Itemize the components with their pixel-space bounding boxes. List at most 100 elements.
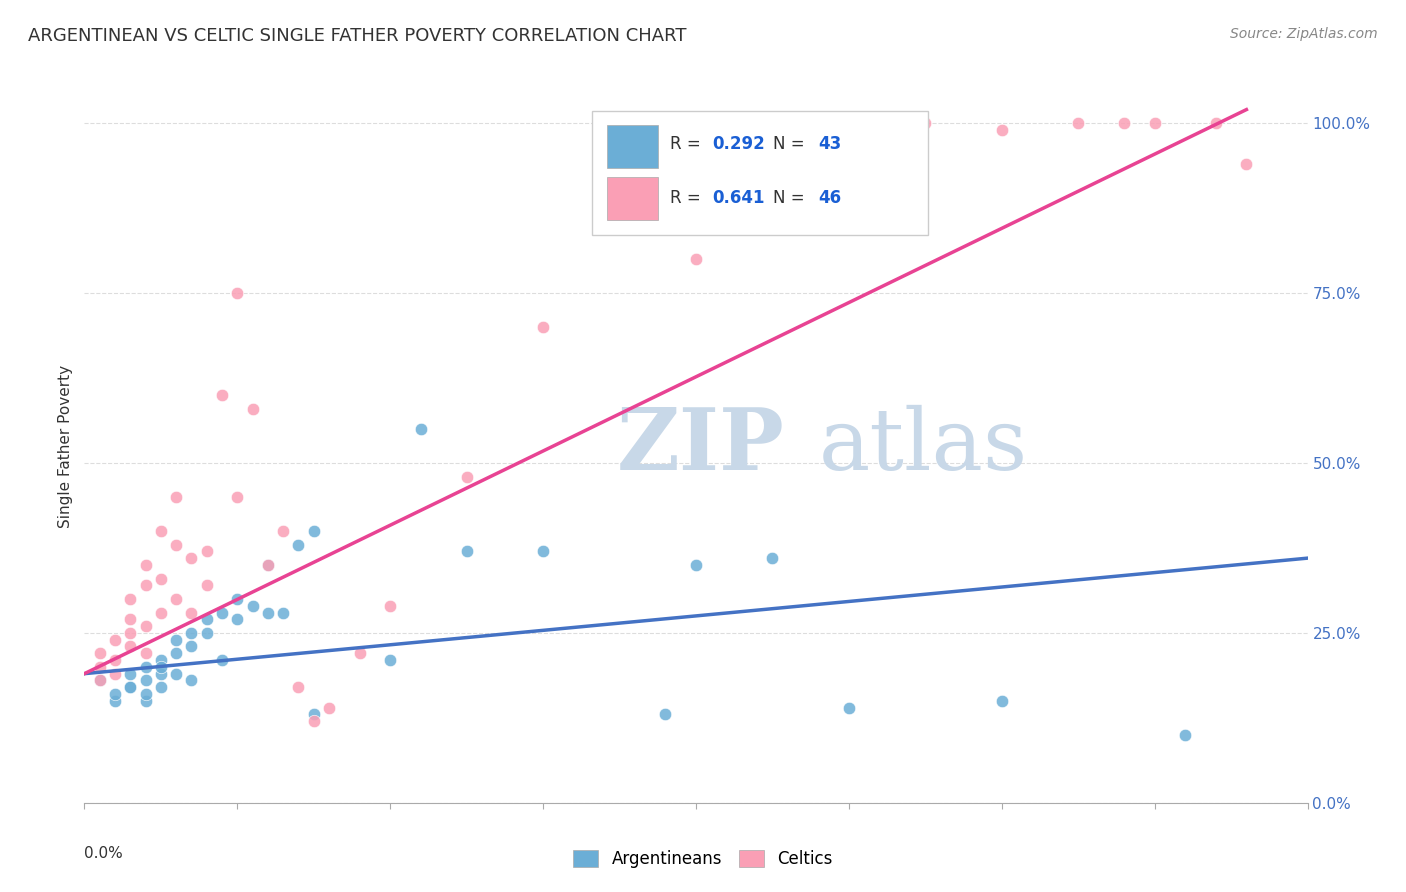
Point bbox=[135, 578, 157, 592]
Point bbox=[165, 490, 187, 504]
Point bbox=[89, 673, 111, 688]
Point bbox=[135, 646, 157, 660]
Point bbox=[380, 599, 402, 613]
Point bbox=[257, 606, 280, 620]
Text: R =: R = bbox=[671, 189, 706, 207]
Text: ARGENTINEAN VS CELTIC SINGLE FATHER POVERTY CORRELATION CHART: ARGENTINEAN VS CELTIC SINGLE FATHER POVE… bbox=[28, 27, 686, 45]
Point bbox=[104, 666, 127, 681]
Point bbox=[914, 116, 936, 130]
Point bbox=[1067, 116, 1090, 130]
Legend: Argentineans, Celtics: Argentineans, Celtics bbox=[567, 843, 839, 875]
Point bbox=[89, 646, 111, 660]
Point bbox=[991, 694, 1014, 708]
Point bbox=[180, 606, 202, 620]
Point bbox=[195, 626, 218, 640]
Point bbox=[135, 558, 157, 572]
Point bbox=[149, 572, 172, 586]
Text: 46: 46 bbox=[818, 189, 841, 207]
Point bbox=[287, 680, 309, 694]
Point bbox=[761, 551, 783, 566]
Point bbox=[257, 558, 280, 572]
Text: 0.641: 0.641 bbox=[711, 189, 765, 207]
Point bbox=[165, 646, 187, 660]
Point bbox=[120, 591, 142, 606]
Text: Source: ZipAtlas.com: Source: ZipAtlas.com bbox=[1230, 27, 1378, 41]
Point bbox=[531, 320, 554, 334]
Point bbox=[135, 660, 157, 674]
Point bbox=[685, 558, 707, 572]
Point bbox=[149, 524, 172, 538]
Point bbox=[287, 537, 309, 551]
Point bbox=[195, 544, 218, 558]
Point bbox=[135, 694, 157, 708]
Point bbox=[226, 612, 249, 626]
Point bbox=[242, 401, 264, 416]
Point bbox=[302, 714, 325, 729]
Point bbox=[226, 286, 249, 301]
Point bbox=[271, 606, 294, 620]
Text: 0.0%: 0.0% bbox=[84, 846, 124, 861]
Point bbox=[120, 626, 142, 640]
Text: 0.292: 0.292 bbox=[711, 136, 765, 153]
Point bbox=[165, 591, 187, 606]
Point bbox=[195, 578, 218, 592]
Point bbox=[149, 666, 172, 681]
Point bbox=[349, 646, 371, 660]
Point bbox=[380, 653, 402, 667]
Point bbox=[271, 524, 294, 538]
Point bbox=[1143, 116, 1166, 130]
Point bbox=[991, 123, 1014, 137]
FancyBboxPatch shape bbox=[606, 125, 658, 168]
Point bbox=[211, 606, 233, 620]
Point bbox=[180, 673, 202, 688]
Point bbox=[226, 591, 249, 606]
Point bbox=[242, 599, 264, 613]
Point bbox=[89, 660, 111, 674]
Text: ZIP: ZIP bbox=[616, 404, 785, 488]
Point bbox=[120, 612, 142, 626]
Point bbox=[180, 626, 202, 640]
Point bbox=[180, 551, 202, 566]
Point bbox=[135, 673, 157, 688]
Point bbox=[456, 469, 478, 483]
Point bbox=[1205, 116, 1227, 130]
Point bbox=[165, 632, 187, 647]
Point bbox=[104, 694, 127, 708]
Point bbox=[318, 700, 340, 714]
Point bbox=[409, 422, 432, 436]
Point bbox=[302, 707, 325, 722]
Point bbox=[89, 673, 111, 688]
Point bbox=[211, 388, 233, 402]
Text: atlas: atlas bbox=[818, 404, 1028, 488]
Point bbox=[120, 666, 142, 681]
Point bbox=[257, 558, 280, 572]
Point bbox=[1236, 157, 1258, 171]
Point bbox=[104, 653, 127, 667]
Point bbox=[165, 537, 187, 551]
Point bbox=[195, 612, 218, 626]
Point bbox=[456, 544, 478, 558]
FancyBboxPatch shape bbox=[592, 111, 928, 235]
Point bbox=[654, 707, 676, 722]
Point bbox=[149, 653, 172, 667]
Text: 43: 43 bbox=[818, 136, 842, 153]
Text: N =: N = bbox=[773, 189, 810, 207]
Point bbox=[211, 653, 233, 667]
FancyBboxPatch shape bbox=[606, 177, 658, 219]
Point bbox=[120, 680, 142, 694]
Point bbox=[226, 490, 249, 504]
Point bbox=[531, 544, 554, 558]
Point bbox=[1174, 728, 1197, 742]
Point bbox=[149, 660, 172, 674]
Point bbox=[149, 606, 172, 620]
Text: N =: N = bbox=[773, 136, 810, 153]
Point bbox=[302, 524, 325, 538]
Point bbox=[104, 687, 127, 701]
Point bbox=[685, 252, 707, 266]
Point bbox=[838, 150, 860, 164]
Point bbox=[838, 700, 860, 714]
Y-axis label: Single Father Poverty: Single Father Poverty bbox=[58, 365, 73, 527]
Point bbox=[104, 632, 127, 647]
Point bbox=[149, 680, 172, 694]
Point bbox=[120, 640, 142, 654]
